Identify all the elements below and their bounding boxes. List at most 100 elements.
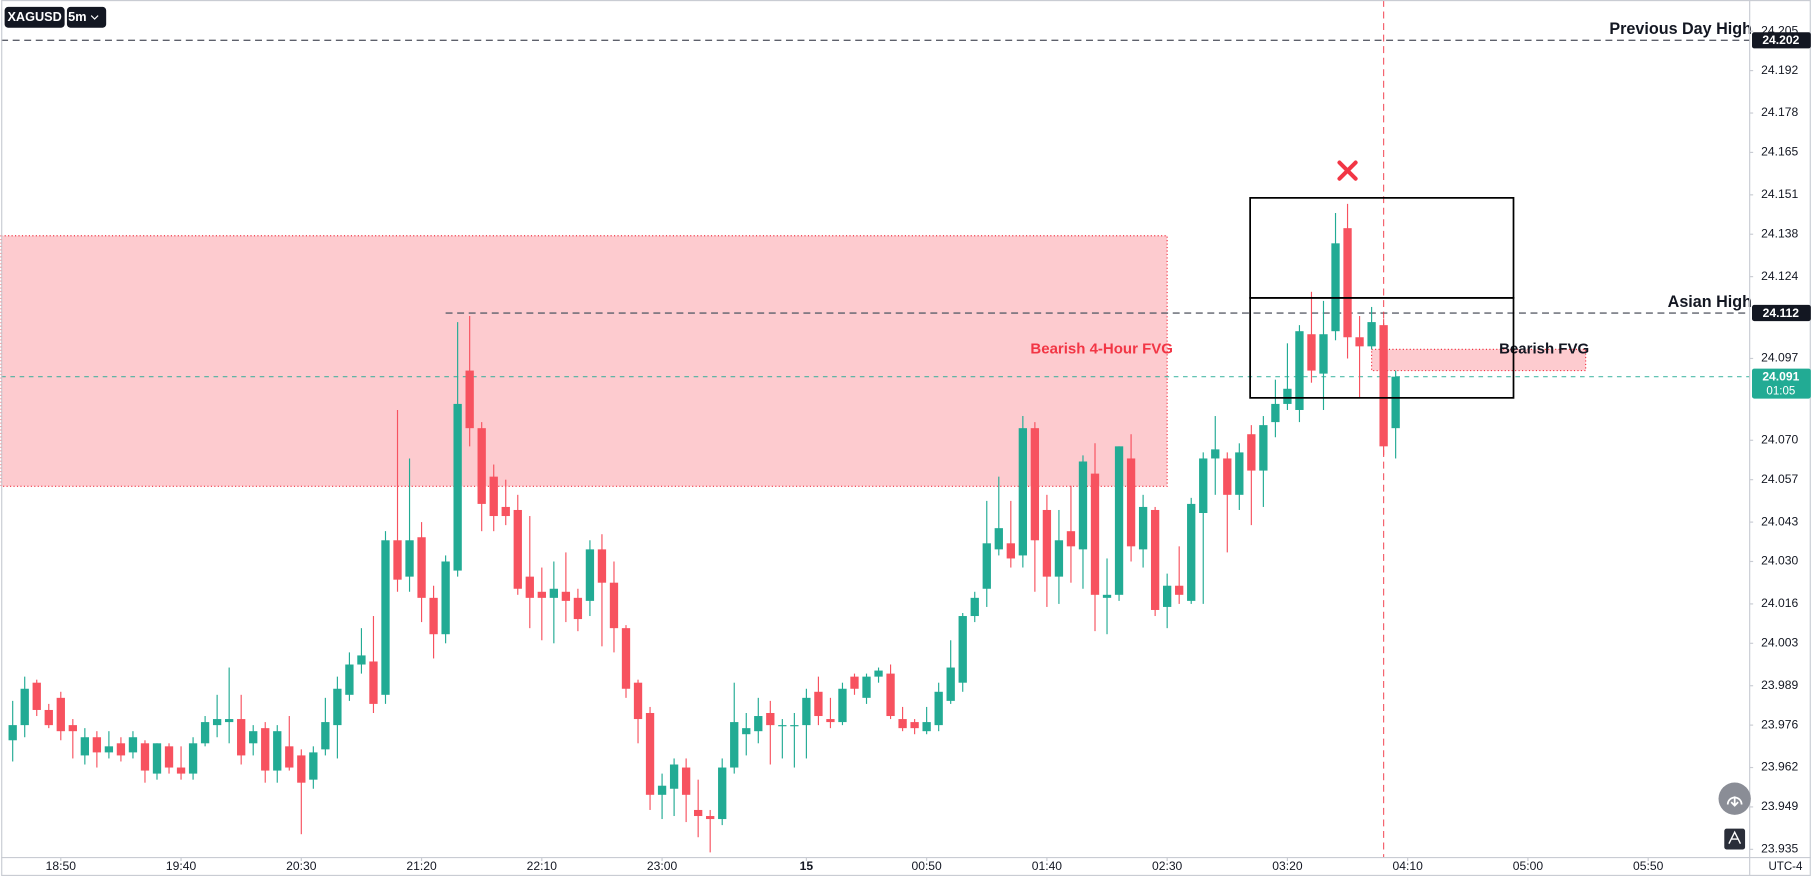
current-price-label: 24.091 xyxy=(1762,369,1799,383)
candle-body xyxy=(212,719,222,726)
candle-body xyxy=(237,719,246,756)
zones xyxy=(0,235,1587,487)
fvg-label: Bearish FVG xyxy=(1499,340,1589,357)
x-tick-label: 19:40 xyxy=(166,859,197,873)
y-tick-label: 23.935 xyxy=(1761,842,1798,856)
candle-body xyxy=(645,712,655,795)
fvg-zone xyxy=(1371,348,1587,372)
candle-body xyxy=(501,506,510,517)
level-price-label: 24.202 xyxy=(1762,33,1799,47)
candle-body xyxy=(1066,531,1076,547)
candle-body xyxy=(164,746,174,768)
level-price-badge xyxy=(1751,32,1811,49)
chevron-icon[interactable] xyxy=(90,15,99,20)
symbol-badge[interactable]: XAGUSD 5m xyxy=(4,6,107,28)
y-tick-label: 24.016 xyxy=(1761,596,1798,610)
candle-body xyxy=(1199,458,1208,514)
candle-body xyxy=(429,597,438,635)
candle-body xyxy=(1307,334,1316,371)
candle-body xyxy=(633,682,643,720)
candle-body xyxy=(1271,403,1280,423)
candle-body xyxy=(657,785,667,795)
candle-body xyxy=(1211,449,1220,459)
level-price-badge xyxy=(1751,304,1811,322)
timezone[interactable]: UTC-4 xyxy=(1768,861,1803,873)
candle-body xyxy=(958,616,967,683)
x-tick-label: 22:10 xyxy=(527,859,558,873)
candle-body xyxy=(104,746,114,753)
candle-body xyxy=(152,743,162,774)
scroll-button[interactable] xyxy=(1718,782,1751,815)
candle-body xyxy=(441,561,450,635)
candle-body xyxy=(1078,461,1088,550)
candle-body xyxy=(453,403,462,571)
candle-body xyxy=(1283,388,1292,404)
candle-body xyxy=(357,655,366,665)
candle-body xyxy=(1030,428,1040,541)
interval-box[interactable] xyxy=(66,6,107,28)
fvg-label: Bearish 4-Hour FVG xyxy=(1030,340,1173,357)
candle-body xyxy=(862,676,871,698)
candle-body xyxy=(32,682,41,710)
y-tick-label: 24.192 xyxy=(1761,63,1798,77)
candle-body xyxy=(393,540,402,580)
candle-body xyxy=(80,737,90,756)
level-price-label: 24.112 xyxy=(1763,306,1800,320)
level-label: Asian High xyxy=(1668,293,1752,311)
candle-body xyxy=(8,725,17,741)
interval[interactable]: 5m xyxy=(68,10,86,24)
candle-body xyxy=(669,764,679,789)
candle-body xyxy=(20,688,29,726)
candle-body xyxy=(814,691,823,717)
x-tick-label: 03:20 xyxy=(1272,859,1303,873)
range-box xyxy=(1249,296,1515,399)
candle-body xyxy=(754,716,763,732)
y-tick-label: 23.989 xyxy=(1761,678,1798,692)
auto-scale-button[interactable] xyxy=(1724,828,1746,850)
candle-body xyxy=(285,746,294,768)
candle-body xyxy=(489,476,498,517)
candle-body xyxy=(1138,506,1148,550)
y-tick-label: 24.124 xyxy=(1761,269,1798,283)
candle-body xyxy=(898,719,907,729)
x-tick-label: 18:50 xyxy=(46,859,77,873)
y-tick-label: 24.165 xyxy=(1761,145,1798,159)
current-price-badge xyxy=(1751,368,1811,399)
y-tick-label: 24.003 xyxy=(1761,636,1798,650)
y-tick-label: 24.043 xyxy=(1761,514,1798,528)
candle-body xyxy=(573,597,583,620)
candle-body xyxy=(826,719,835,723)
candle-body xyxy=(802,697,811,726)
candle-body xyxy=(44,709,53,726)
symbol-box[interactable] xyxy=(4,6,65,28)
candle-body xyxy=(694,809,703,817)
candles xyxy=(8,203,1400,853)
candle-body xyxy=(128,737,138,753)
candle-body xyxy=(850,676,859,689)
candle-body xyxy=(1175,585,1184,595)
candle-body xyxy=(910,722,919,729)
button-icon[interactable] xyxy=(1726,796,1743,807)
candle-body xyxy=(742,728,751,735)
y-tick-label: 24.138 xyxy=(1761,226,1798,240)
candle-body xyxy=(465,370,474,429)
candle-body xyxy=(477,428,486,504)
button-icon[interactable] xyxy=(1728,830,1742,844)
y-tick-label: 24.057 xyxy=(1761,472,1798,486)
candle-body xyxy=(1223,458,1232,495)
x-tick-label: 05:00 xyxy=(1513,859,1544,873)
candle-body xyxy=(1235,452,1244,495)
candle-body xyxy=(56,697,65,732)
candle-body xyxy=(886,673,895,717)
symbol[interactable]: XAGUSD xyxy=(7,10,61,24)
overlays: Bearish 4-Hour FVG Bearish FVG Previous Da… xyxy=(1030,20,1752,399)
candle-body xyxy=(730,722,739,768)
y-tick-label: 23.949 xyxy=(1761,799,1798,813)
candle-body xyxy=(982,543,991,589)
level-label: Previous Day High xyxy=(1609,20,1752,38)
candle-body xyxy=(200,722,210,744)
candle-body xyxy=(273,731,282,771)
candle-body xyxy=(597,549,607,583)
x-tick-label: 05:50 xyxy=(1633,859,1664,873)
